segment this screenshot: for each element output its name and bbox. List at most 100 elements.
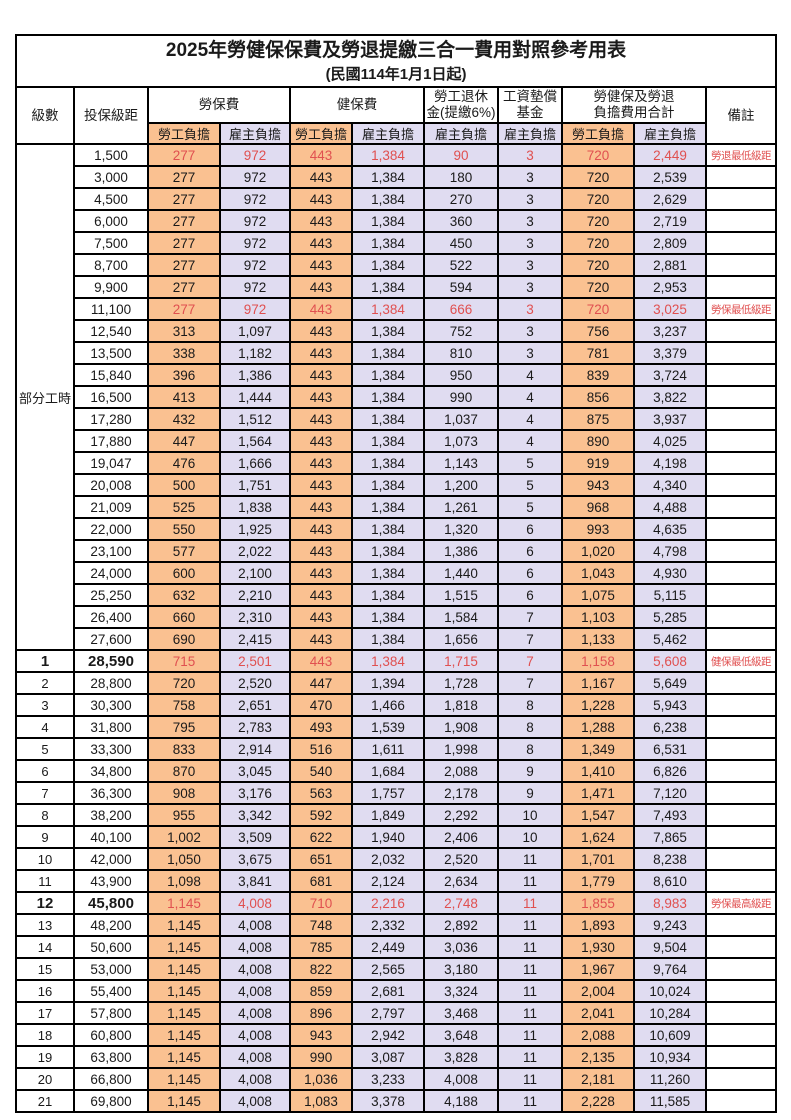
- value-cell: 4,008: [219, 1045, 291, 1069]
- table-row: 2 28,800 720 2,520 447 1,394 1,728 7 1,167 5,649: [15, 671, 778, 695]
- value-cell: 2,449: [351, 935, 425, 959]
- value-cell: 2,088: [561, 1023, 635, 1047]
- value-cell: 3,841: [219, 869, 291, 893]
- bracket-cell: 43,900: [73, 869, 149, 893]
- bracket-cell: 13,500: [73, 341, 149, 365]
- value-cell: 839: [561, 363, 635, 387]
- value-cell: 2,004: [561, 979, 635, 1003]
- value-cell: 710: [289, 891, 353, 915]
- value-cell: 2,520: [423, 847, 499, 871]
- level-cell: 12: [15, 891, 75, 915]
- value-cell: 5,462: [633, 627, 707, 651]
- title-cell: 2025年勞健保保費及勞退提繳三合一費用對照參考用表 (民國114年1月1日起): [14, 34, 778, 88]
- value-cell: 6: [497, 517, 563, 541]
- value-cell: 3: [497, 187, 563, 211]
- value-cell: 443: [289, 583, 353, 607]
- value-cell: 3,822: [633, 385, 707, 409]
- value-cell: 2,228: [561, 1089, 635, 1113]
- value-cell: 277: [147, 143, 221, 167]
- header-row-groups: 級數 投保級距 勞保費 健保費 勞工退休 金(提繳6%) 工資墊償 基金 勞健保…: [15, 86, 778, 145]
- value-cell: 3,379: [633, 341, 707, 365]
- bracket-cell: 27,600: [73, 627, 149, 651]
- subheader-labor-employee: 勞工負擔: [147, 122, 221, 145]
- value-cell: 277: [147, 231, 221, 255]
- value-cell: 11: [497, 979, 563, 1003]
- value-cell: 1,133: [561, 627, 635, 651]
- bracket-cell: 42,000: [73, 847, 149, 871]
- value-cell: 1,145: [147, 1001, 221, 1025]
- value-cell: 11: [497, 1067, 563, 1091]
- value-cell: 1,145: [147, 891, 221, 915]
- value-cell: 3,828: [423, 1045, 499, 1069]
- value-cell: 443: [289, 187, 353, 211]
- value-cell: 1,097: [219, 319, 291, 343]
- value-cell: 972: [219, 253, 291, 277]
- value-cell: 972: [219, 143, 291, 167]
- value-cell: 3,233: [351, 1067, 425, 1091]
- subheader-total-employee: 勞工負擔: [561, 122, 635, 145]
- level-cell: 8: [15, 803, 75, 827]
- value-cell: 563: [289, 781, 353, 805]
- value-cell: 2,681: [351, 979, 425, 1003]
- bracket-cell: 22,000: [73, 517, 149, 541]
- value-cell: 8,610: [633, 869, 707, 893]
- bracket-cell: 3,000: [73, 165, 149, 189]
- value-cell: 1,043: [561, 561, 635, 585]
- bracket-cell: 9,900: [73, 275, 149, 299]
- value-cell: 1,384: [351, 187, 425, 211]
- bracket-cell: 45,800: [73, 891, 149, 915]
- subheader-pension-employer: 雇主負擔: [423, 122, 499, 145]
- value-cell: 5: [497, 495, 563, 519]
- table-row: 25,250 632 2,210 443 1,384 1,515 6 1,075 5,115: [16, 583, 778, 607]
- value-cell: 1,103: [561, 605, 635, 629]
- value-cell: 1,539: [351, 715, 425, 739]
- value-cell: 2,178: [423, 781, 499, 805]
- value-cell: 11: [497, 869, 563, 893]
- value-cell: 5,649: [633, 671, 707, 695]
- level-cell: 15: [15, 957, 75, 981]
- value-cell: 1,261: [423, 495, 499, 519]
- value-cell: 2,565: [351, 957, 425, 981]
- table-row: 3,000 277 972 443 1,384 180 3 720 2,539: [16, 165, 778, 189]
- note-cell: [704, 539, 778, 563]
- note-cell: 健保最低級距: [704, 649, 778, 673]
- table-row: 20,008 500 1,751 443 1,384 1,200 5 943 4,340: [16, 473, 778, 497]
- value-cell: 443: [289, 561, 353, 585]
- table-row: 16,500 413 1,444 443 1,384 990 4 856 3,822: [16, 385, 778, 409]
- col-header-wage-fund-line2: 基金: [516, 105, 544, 120]
- table-row: 1 28,590 715 2,501 443 1,384 1,715 7 1,158 5,608 健…: [15, 649, 778, 673]
- value-cell: 943: [561, 473, 635, 497]
- note-cell: 勞退最低級距: [704, 143, 778, 167]
- note-cell: [704, 825, 778, 849]
- value-cell: 1,145: [147, 1089, 221, 1113]
- value-cell: 2,310: [219, 605, 291, 629]
- value-cell: 4,025: [633, 429, 707, 453]
- value-cell: 4,008: [219, 1067, 291, 1091]
- value-cell: 2,501: [219, 649, 291, 673]
- value-cell: 1,666: [219, 451, 291, 475]
- value-cell: 859: [289, 979, 353, 1003]
- level-cell: 1: [15, 649, 75, 673]
- value-cell: 3: [497, 253, 563, 277]
- value-cell: 3,648: [423, 1023, 499, 1047]
- table-row: 19,047 476 1,666 443 1,384 1,143 5 919 4,198: [16, 451, 778, 475]
- table-row: 21 69,800 1,145 4,008 1,083 3,378 4,188 11 2,228…: [15, 1089, 778, 1113]
- table-row: 9,900 277 972 443 1,384 594 3 720 2,953: [16, 275, 778, 299]
- bracket-cell: 55,400: [73, 979, 149, 1003]
- note-cell: [704, 451, 778, 475]
- value-cell: 2,719: [633, 209, 707, 233]
- level-cell: 17: [15, 1001, 75, 1025]
- value-cell: 1,384: [351, 275, 425, 299]
- bracket-cell: 23,100: [73, 539, 149, 563]
- value-cell: 1,818: [423, 693, 499, 717]
- value-cell: 1,349: [561, 737, 635, 761]
- value-cell: 277: [147, 297, 221, 321]
- level-cell: 19: [15, 1045, 75, 1069]
- value-cell: 338: [147, 341, 221, 365]
- value-cell: 1,855: [561, 891, 635, 915]
- table-row: 17,880 447 1,564 443 1,384 1,073 4 890 4,025: [16, 429, 778, 453]
- value-cell: 7,120: [633, 781, 707, 805]
- note-cell: [704, 473, 778, 497]
- col-header-pension-line1: 勞工退休: [434, 89, 488, 104]
